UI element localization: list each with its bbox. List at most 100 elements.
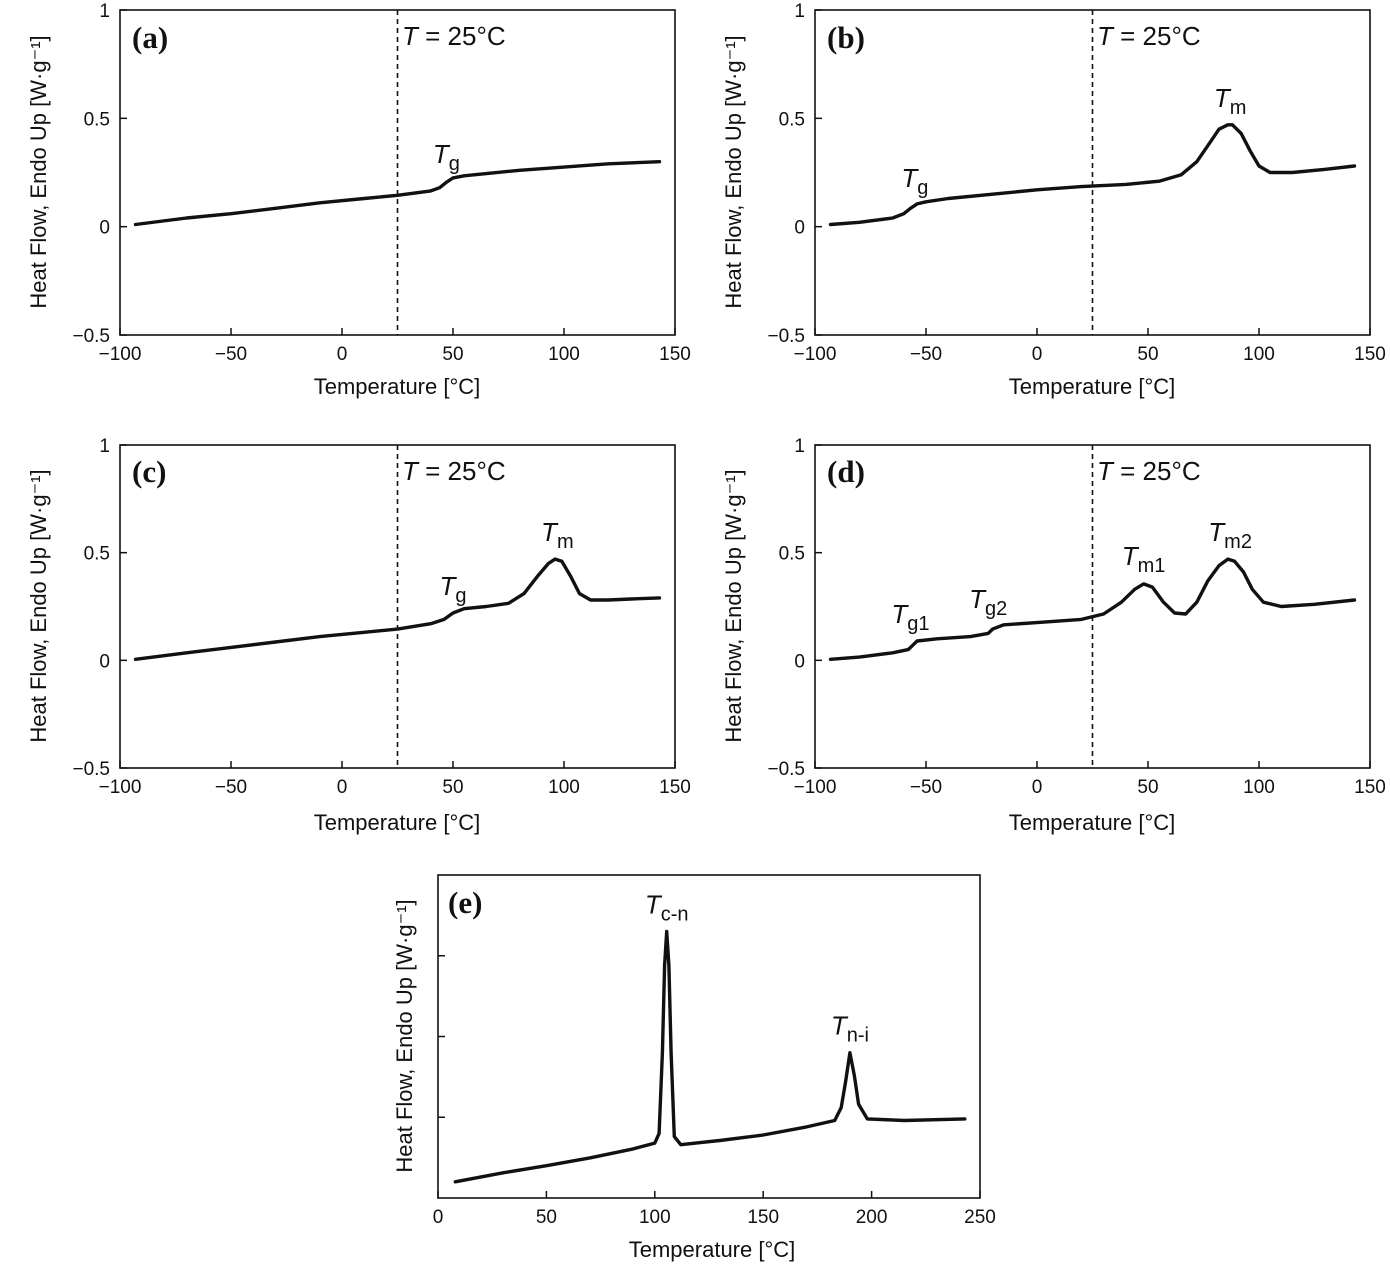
panel-d-vline-label: T = 25°C xyxy=(1097,456,1201,486)
panel-e-frame xyxy=(437,874,981,1199)
panel-b: (b) Temperature [°C] Heat Flow, Endo Up … xyxy=(721,1,1386,399)
panel-b-xtick-label: 0 xyxy=(1032,344,1043,365)
svg-text:T = 25°C: T = 25°C xyxy=(1097,456,1201,486)
panel-a-heat-flow-curve xyxy=(133,160,662,227)
panel-d-ytick-label: −0.5 xyxy=(767,759,805,780)
panel-c-transition-label: Tm xyxy=(541,517,574,553)
panel-c-ytick-label: −0.5 xyxy=(72,759,110,780)
panel-d-vline-label-italic: T xyxy=(1097,456,1115,486)
panel-d-xtick-label: 0 xyxy=(1032,777,1043,798)
panel-c-xtick-label: −100 xyxy=(99,777,142,798)
svg-text:T = 25°C: T = 25°C xyxy=(402,456,506,486)
panel-c-vline-label-rest: = 25°C xyxy=(418,456,506,486)
panel-a-ytick-label: 0 xyxy=(99,218,110,239)
panel-a-ytick-label: 1 xyxy=(99,1,110,22)
panel-d-xtick-label: −100 xyxy=(794,777,837,798)
panel-a: (a) Temperature [°C] Heat Flow, Endo Up … xyxy=(26,1,691,399)
panel-e-letter: (e) xyxy=(448,885,482,920)
panel-c-ytick-label: 1 xyxy=(99,436,110,457)
panel-c-ylabel: Heat Flow, Endo Up [W·g⁻¹] xyxy=(26,469,51,742)
panel-c-letter: (c) xyxy=(132,454,166,489)
panel-b-ytick-label: 0 xyxy=(794,218,805,239)
panel-c-xlabel: Temperature [°C] xyxy=(314,810,481,835)
panel-b-vline-label-italic: T xyxy=(1097,21,1115,51)
panel-e-xtick-label: 200 xyxy=(856,1207,888,1228)
panel-b-xtick-label: 50 xyxy=(1137,344,1158,365)
panel-b-ytick-label: 0.5 xyxy=(779,109,805,130)
panel-a-ytick-label: −0.5 xyxy=(72,326,110,347)
panel-e-xtick-label: 250 xyxy=(964,1207,996,1228)
panel-b-ytick-label: −0.5 xyxy=(767,326,805,347)
panel-d-ytick-label: 0.5 xyxy=(779,544,805,565)
panel-c-ytick-label: 0.5 xyxy=(84,544,110,565)
panel-e: (e) Temperature [°C] Heat Flow, Endo Up … xyxy=(392,874,996,1262)
panel-e-transition-label: Tn-i xyxy=(831,1011,869,1047)
panel-e-xtick-label: 0 xyxy=(433,1207,444,1228)
panel-b-heat-flow-curve xyxy=(828,123,1357,227)
panel-c-xtick-label: −50 xyxy=(215,777,247,798)
panel-d-xtick-label: 100 xyxy=(1243,777,1275,798)
panel-c-vline-label-italic: T xyxy=(402,456,420,486)
panel-e-ylabel: Heat Flow, Endo Up [W·g⁻¹] xyxy=(392,899,417,1172)
panel-b-ylabel: Heat Flow, Endo Up [W·g⁻¹] xyxy=(721,35,746,308)
panel-b-xtick-label: −50 xyxy=(910,344,942,365)
panel-a-transition-label: Tg xyxy=(433,139,460,175)
panel-d-ylabel: Heat Flow, Endo Up [W·g⁻¹] xyxy=(721,469,746,742)
panel-b-letter: (b) xyxy=(827,20,865,55)
panel-d-xtick-label: 150 xyxy=(1354,777,1386,798)
panel-c-vline-label: T = 25°C xyxy=(402,456,506,486)
panel-d-ytick-label: 1 xyxy=(794,436,805,457)
panel-a-vline-label-rest: = 25°C xyxy=(418,21,506,51)
panel-a-letter: (a) xyxy=(132,20,168,55)
panel-b-vline-label: T = 25°C xyxy=(1097,21,1201,51)
panel-d-transition-label: Tg2 xyxy=(969,584,1007,620)
panel-e-xtick-label: 100 xyxy=(639,1207,671,1228)
panel-a-xtick-label: 100 xyxy=(548,344,580,365)
panel-a-xtick-label: 150 xyxy=(659,344,691,365)
panel-d-xlabel: Temperature [°C] xyxy=(1009,810,1176,835)
panel-a-ylabel: Heat Flow, Endo Up [W·g⁻¹] xyxy=(26,35,51,308)
panel-a-xtick-label: −100 xyxy=(99,344,142,365)
panel-c-xtick-label: 150 xyxy=(659,777,691,798)
panel-c-ytick-label: 0 xyxy=(99,651,110,672)
panel-c-transition-label: Tg xyxy=(439,571,466,607)
panel-a-ytick-label: 0.5 xyxy=(84,109,110,130)
panel-a-vline-label: T = 25°C xyxy=(402,21,506,51)
svg-text:T = 25°C: T = 25°C xyxy=(402,21,506,51)
panel-b-transition-label: Tg xyxy=(901,163,928,199)
panel-d-ytick-label: 0 xyxy=(794,651,805,672)
panel-d: (d) Temperature [°C] Heat Flow, Endo Up … xyxy=(721,436,1386,835)
panel-b-xtick-label: −100 xyxy=(794,344,837,365)
panel-a-xtick-label: −50 xyxy=(215,344,247,365)
panel-a-xtick-label: 0 xyxy=(337,344,348,365)
panel-e-xlabel: Temperature [°C] xyxy=(629,1237,796,1262)
panel-d-letter: (d) xyxy=(827,454,865,489)
panel-b-transition-label: Tm xyxy=(1214,83,1247,119)
panel-d-transition-label: Tm2 xyxy=(1208,517,1252,553)
panel-e-xtick-label: 50 xyxy=(536,1207,557,1228)
panel-c-heat-flow-curve xyxy=(133,557,662,661)
panel-d-transition-label: Tg1 xyxy=(891,599,929,635)
panel-a-vline-label-italic: T xyxy=(402,21,420,51)
panel-c: (c) Temperature [°C] Heat Flow, Endo Up … xyxy=(26,436,691,835)
panel-b-xtick-label: 150 xyxy=(1354,344,1386,365)
panel-e-xtick-label: 150 xyxy=(747,1207,779,1228)
panel-b-vline-label-rest: = 25°C xyxy=(1113,21,1201,51)
panel-a-xtick-label: 50 xyxy=(442,344,463,365)
panel-d-xtick-label: −50 xyxy=(910,777,942,798)
panel-d-vline-label-rest: = 25°C xyxy=(1113,456,1201,486)
panel-c-xtick-label: 0 xyxy=(337,777,348,798)
panel-e-transition-label: Tc-n xyxy=(645,890,689,926)
panel-b-xlabel: Temperature [°C] xyxy=(1009,374,1176,399)
panel-b-xtick-label: 100 xyxy=(1243,344,1275,365)
svg-text:T = 25°C: T = 25°C xyxy=(1097,21,1201,51)
panel-d-transition-label: Tm1 xyxy=(1122,541,1166,577)
panel-c-xtick-label: 50 xyxy=(442,777,463,798)
panel-d-xtick-label: 50 xyxy=(1137,777,1158,798)
panel-d-heat-flow-curve xyxy=(828,557,1357,661)
panel-e-heat-flow-curve xyxy=(453,929,967,1184)
panel-c-xtick-label: 100 xyxy=(548,777,580,798)
panel-a-xlabel: Temperature [°C] xyxy=(314,374,481,399)
